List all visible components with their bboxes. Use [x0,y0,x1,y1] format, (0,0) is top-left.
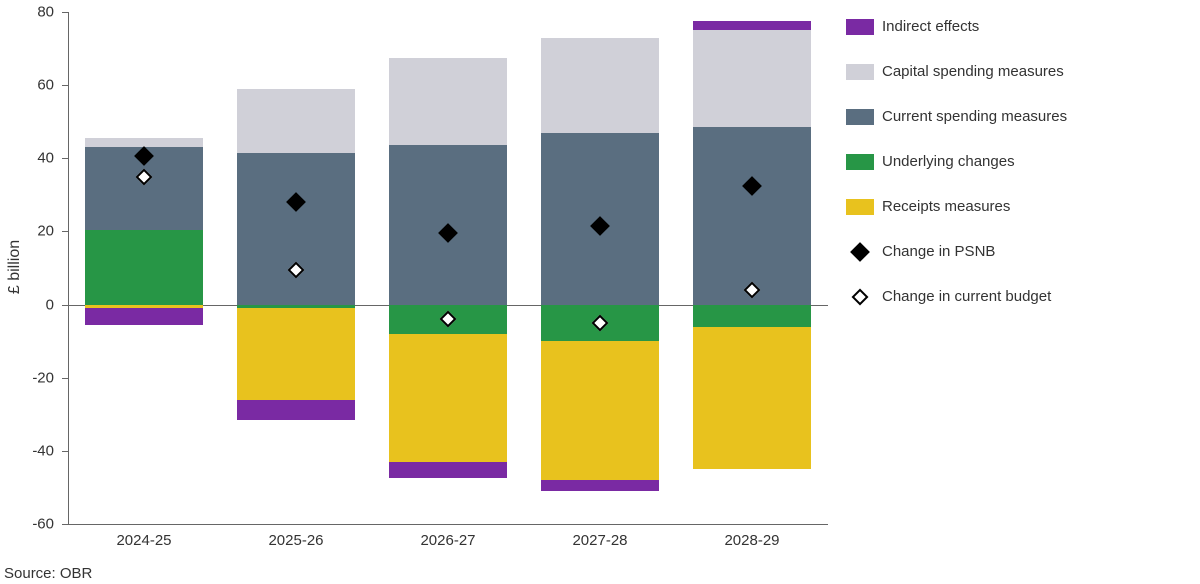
y-tick-mark [62,231,68,232]
y-tick-label: 0 [0,296,54,313]
bar-segment-receipts_measures [389,334,508,462]
y-tick-label: 40 [0,150,54,167]
legend-item-underlying_changes: Underlying changes [846,153,1067,170]
bar-segment-indirect_effects [85,308,204,324]
legend-item-psnb: Change in PSNB [846,243,1067,260]
bar-segment-receipts_measures [237,308,356,399]
legend-item-current_budget: Change in current budget [846,288,1067,305]
bar-segment-receipts_measures [541,341,660,480]
legend-label: Receipts measures [882,198,1010,215]
y-tick-label: 20 [0,223,54,240]
x-tick-label: 2026-27 [420,532,475,549]
bar-segment-current_spending [237,153,356,305]
plot-area [68,12,828,525]
legend-swatch [846,109,874,125]
legend-item-capital_spending: Capital spending measures [846,63,1067,80]
y-tick-label: 80 [0,4,54,21]
y-tick-mark [62,305,68,306]
bar-segment-underlying_changes [85,230,204,305]
legend-label: Capital spending measures [882,63,1064,80]
bar-segment-capital_spending [693,30,812,127]
y-tick-label: -20 [0,369,54,386]
bar-segment-receipts_measures [693,327,812,470]
y-tick-mark [62,451,68,452]
y-axis-title: £ billion [6,240,24,294]
bar-segment-current_spending [693,127,812,304]
y-tick-mark [62,85,68,86]
legend-label: Current spending measures [882,108,1067,125]
y-tick-mark [62,158,68,159]
x-tick-label: 2028-29 [724,532,779,549]
bar-segment-indirect_effects [541,480,660,491]
source-note: Source: OBR [4,565,92,582]
legend-swatch [846,19,874,35]
legend-label: Change in PSNB [882,243,995,260]
bar-segment-indirect_effects [693,21,812,30]
bar-segment-capital_spending [541,38,660,133]
legend-item-indirect_effects: Indirect effects [846,18,1067,35]
y-tick-mark [62,12,68,13]
x-tick-label: 2025-26 [268,532,323,549]
y-tick-mark [62,378,68,379]
y-tick-label: -40 [0,442,54,459]
legend: Indirect effects Capital spending measure… [846,18,1067,333]
x-tick-label: 2024-25 [116,532,171,549]
legend-swatch [846,199,874,215]
y-axis [68,12,69,524]
y-tick-label: 60 [0,77,54,94]
x-tick-label: 2027-28 [572,532,627,549]
bar-segment-indirect_effects [237,400,356,420]
bar-segment-indirect_effects [389,462,508,478]
legend-marker [846,289,874,305]
legend-swatch [846,64,874,80]
legend-label: Indirect effects [882,18,979,35]
y-tick-mark [62,524,68,525]
bar-segment-capital_spending [389,58,508,146]
legend-label: Change in current budget [882,288,1051,305]
legend-item-receipts_measures: Receipts measures [846,198,1067,215]
legend-swatch [846,154,874,170]
bar-segment-underlying_changes [693,305,812,327]
fiscal-chart: -60 -40 -20 0 20 40 60 80 2024-25 2025-26 2026-27… [0,0,1200,584]
legend-label: Underlying changes [882,153,1015,170]
y-tick-label: -60 [0,516,54,533]
bar-segment-capital_spending [237,89,356,153]
legend-item-current_spending: Current spending measures [846,108,1067,125]
legend-marker [846,244,874,260]
